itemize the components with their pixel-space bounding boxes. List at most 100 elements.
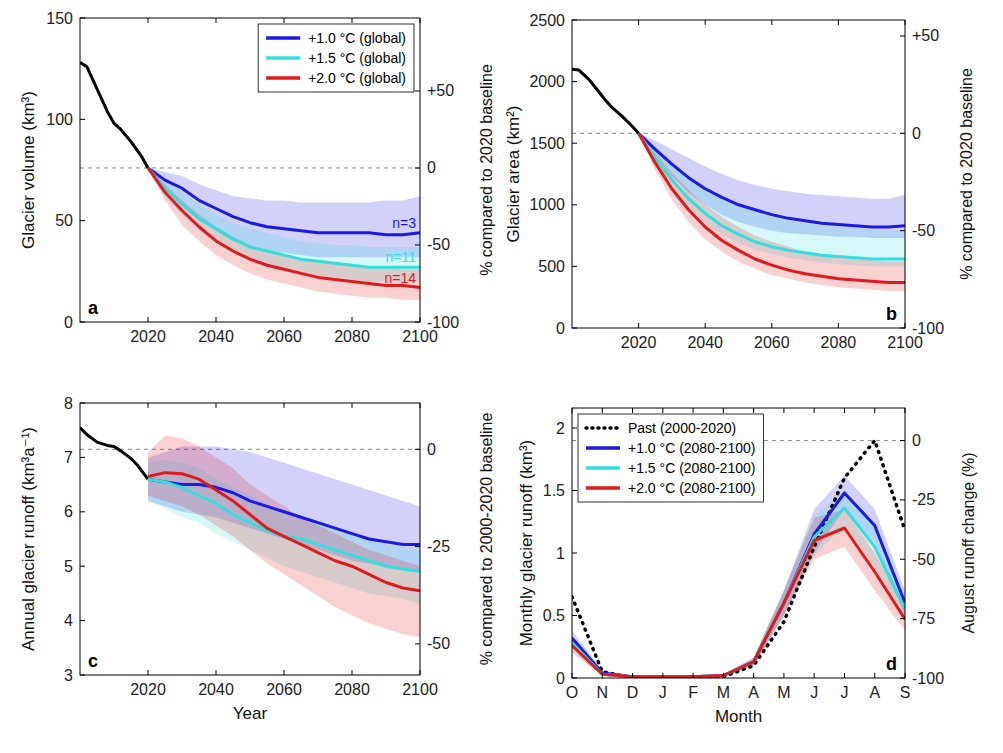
y2-tick-label: -50	[912, 222, 935, 239]
background	[0, 0, 1003, 753]
x-tick	[572, 408, 573, 413]
y2-axis-label: % compared to 2020 baseline	[478, 64, 495, 276]
x-tick-label: 2040	[687, 334, 723, 351]
legend-swatch	[586, 446, 620, 450]
y-tick-label: 0	[556, 670, 565, 687]
y-tick-label: 500	[538, 258, 565, 275]
series-annotation: n=14	[384, 270, 416, 286]
x-tick	[420, 403, 421, 408]
x-tick-label: J	[840, 684, 848, 701]
y2-tick	[900, 230, 905, 231]
y2-axis-label: % compared to 2020 baseline	[958, 68, 975, 280]
y2-tick	[415, 449, 420, 450]
y-tick	[572, 20, 577, 21]
y-tick	[572, 553, 577, 554]
y-tick-label: 1.5	[543, 482, 565, 499]
x-tick	[284, 403, 285, 408]
x-tick	[284, 317, 285, 322]
x-tick	[723, 673, 724, 678]
x-tick	[216, 317, 217, 322]
y2-tick	[900, 678, 905, 679]
x-tick	[844, 408, 845, 413]
uncertainty-band	[639, 133, 905, 291]
x-tick	[148, 403, 149, 408]
x-tick-label: 2080	[334, 681, 370, 698]
frame	[572, 408, 905, 678]
reference-line	[572, 133, 905, 134]
series-line	[80, 427, 148, 479]
y2-tick-label: -100	[912, 320, 944, 337]
y-tick	[80, 566, 85, 567]
y-tick	[80, 220, 85, 221]
x-tick-label: 2080	[334, 328, 370, 345]
x-tick-label: D	[627, 684, 639, 701]
x-tick-label: A	[748, 684, 759, 701]
y-tick-label: 150	[46, 10, 73, 27]
y-tick	[80, 18, 85, 19]
series-annotation: n=11	[386, 249, 417, 265]
plot-area	[572, 69, 905, 291]
y-tick	[572, 490, 577, 491]
x-tick	[420, 18, 421, 23]
panel-2: 20202040206020802100345678-50-250Annual …	[19, 395, 495, 724]
y2-tick-label: -100	[427, 314, 459, 331]
legend: Past (2000-2020)+1.0 °C (2080-2100)+1.5 …	[578, 414, 763, 502]
x-tick-label: 2020	[621, 334, 657, 351]
x-tick	[572, 673, 573, 678]
x-tick	[693, 408, 694, 413]
y2-tick-label: 0	[912, 432, 921, 449]
x-tick	[905, 323, 906, 328]
y-tick-label: 4	[64, 612, 73, 629]
x-tick	[662, 408, 663, 413]
x-tick	[844, 673, 845, 678]
legend-swatch	[586, 466, 620, 470]
x-tick	[874, 673, 875, 678]
plot-area	[80, 63, 420, 300]
reference-line	[80, 167, 420, 168]
y-tick	[80, 322, 85, 323]
panel-0: 20202040206020802100050100150-100-500+50…	[19, 10, 495, 346]
x-tick-label: 2080	[821, 334, 857, 351]
y-tick	[80, 675, 85, 676]
x-tick	[838, 20, 839, 25]
y2-tick-label: -25	[427, 538, 450, 555]
y-tick-label: 0	[64, 314, 73, 331]
legend-box	[578, 414, 763, 502]
x-tick-label: O	[566, 684, 578, 701]
x-tick	[783, 408, 784, 413]
y-axis-label: Glacier area (km²)	[504, 106, 523, 243]
y-tick	[572, 204, 577, 205]
x-tick	[284, 670, 285, 675]
x-tick	[874, 408, 875, 413]
y-tick-label: 2	[556, 420, 565, 437]
y2-tick	[415, 167, 420, 168]
x-tick	[705, 323, 706, 328]
series-line	[639, 133, 905, 282]
x-tick	[905, 20, 906, 25]
x-tick	[352, 670, 353, 675]
series-line	[148, 473, 420, 591]
x-tick-label: 2040	[198, 681, 234, 698]
legend-label: +1.0 °C (2080-2100)	[628, 440, 755, 456]
series-line	[148, 168, 420, 235]
legend: +1.0 °C (global)+1.5 °C (global)+2.0 °C …	[258, 24, 414, 92]
uncertainty-band	[148, 168, 420, 300]
y2-tick	[900, 35, 905, 36]
y-tick	[572, 428, 577, 429]
x-tick-label: M	[777, 684, 790, 701]
x-tick	[662, 673, 663, 678]
series-line	[572, 508, 905, 677]
x-tick	[602, 408, 603, 413]
y2-tick-label: 0	[427, 159, 436, 176]
y-tick-label: 2000	[529, 73, 565, 90]
y-tick	[572, 678, 577, 679]
frame	[80, 403, 420, 675]
y2-tick-label: +50	[427, 82, 454, 99]
x-tick	[148, 317, 149, 322]
x-tick	[905, 408, 906, 413]
x-tick	[905, 673, 906, 678]
legend-swatch	[586, 426, 620, 430]
x-tick	[216, 18, 217, 23]
x-tick	[420, 670, 421, 675]
y2-tick	[415, 643, 420, 644]
